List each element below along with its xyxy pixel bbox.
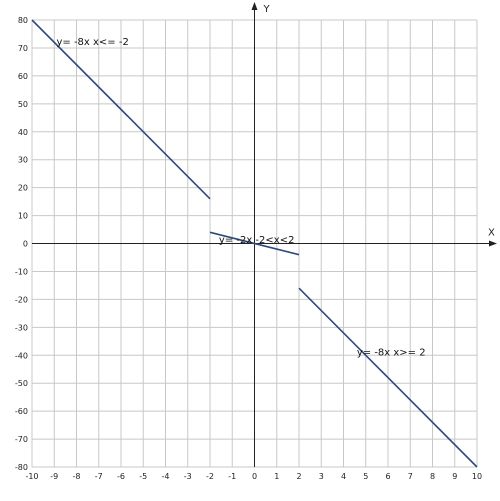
x-tick-label: 2 [296, 472, 301, 481]
y-tick-label: 60 [18, 72, 28, 81]
y-tick-label: -30 [15, 323, 28, 332]
x-tick-label: -10 [25, 472, 38, 481]
series-line-3 [298, 287, 478, 468]
y-tick-label: 70 [18, 44, 28, 53]
x-tick-label: 9 [452, 472, 457, 481]
y-axis-arrow [251, 2, 258, 10]
axes: XY [32, 2, 497, 467]
x-tick-label: -8 [73, 472, 81, 481]
y-axis-label: Y [263, 4, 271, 15]
x-tick-label: -4 [162, 472, 170, 481]
y-tick-label: 10 [18, 212, 28, 221]
y-tick-label: 50 [18, 100, 28, 109]
x-tick-label: -7 [95, 472, 103, 481]
x-tick-label: 3 [319, 472, 324, 481]
y-tick-label: -60 [15, 407, 28, 416]
y-tick-label: 20 [18, 184, 28, 193]
y-tick-label: 80 [18, 16, 28, 25]
x-tick-label: 10 [472, 472, 482, 481]
x-tick-label: 5 [363, 472, 368, 481]
x-tick-label: 6 [385, 472, 390, 481]
tick-labels: -10 -9 -8 -7 -6 -5 -4 -3 -2 -1 0 1 2 3 4 5 6 7 8 9 108070605… [15, 16, 482, 481]
x-tick-label: -2 [206, 472, 214, 481]
x-tick-label: 1 [274, 472, 279, 481]
x-axis-label: X [488, 228, 495, 239]
y-tick-label: -40 [15, 351, 28, 360]
x-tick-label: -3 [184, 472, 192, 481]
y-tick-label: 0 [23, 240, 28, 249]
y-tick-label: -20 [15, 295, 28, 304]
x-tick-label: 4 [341, 472, 346, 481]
annotation-1: y= -8x x<= -2 [56, 37, 128, 48]
annotation-2: y= -2x -2<x<2 [219, 235, 295, 246]
annotations: y= -8x x<= -2 y= -2x -2<x<2 y= -8x x>= 2 [56, 37, 425, 358]
series-line-1 [31, 19, 211, 200]
y-tick-label: 30 [18, 156, 28, 165]
y-tick-label: -50 [15, 379, 28, 388]
y-tick-label: 40 [18, 128, 28, 137]
x-tick-label: 7 [408, 472, 413, 481]
series-line-2 [209, 231, 300, 256]
x-tick-label: -6 [117, 472, 125, 481]
x-tick-label: 8 [430, 472, 435, 481]
x-axis-arrow [489, 240, 497, 247]
x-tick-label: -5 [139, 472, 147, 481]
annotation-3: y= -8x x>= 2 [357, 347, 426, 358]
y-tick-label: -10 [15, 267, 28, 276]
x-tick-label: -1 [228, 472, 236, 481]
series-lines [31, 19, 478, 468]
y-tick-label: -70 [15, 435, 28, 444]
y-tick-label: -80 [15, 463, 28, 472]
x-tick-label: 0 [252, 472, 257, 481]
x-tick-label: -9 [50, 472, 58, 481]
